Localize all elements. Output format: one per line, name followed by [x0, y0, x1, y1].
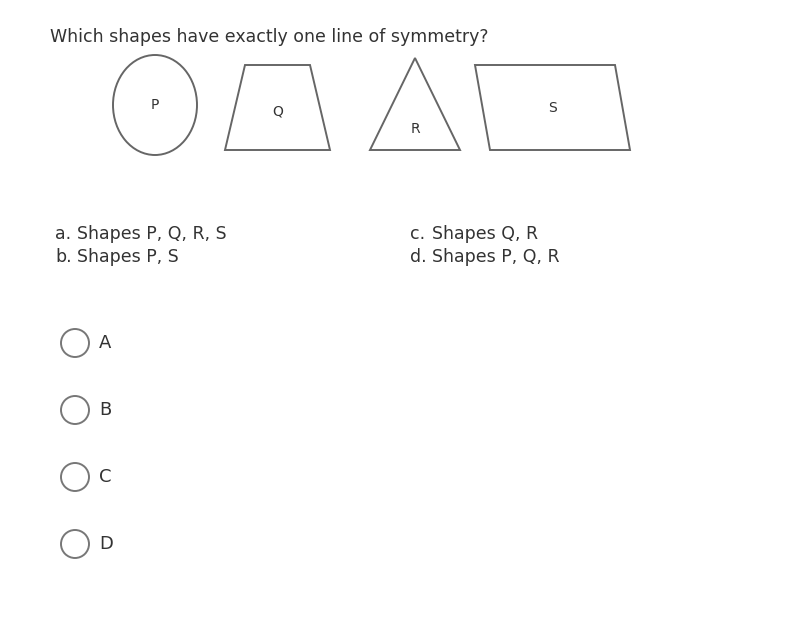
Text: a.: a. — [55, 225, 71, 243]
Text: A: A — [99, 334, 111, 352]
Polygon shape — [475, 65, 630, 150]
Circle shape — [61, 463, 89, 491]
Text: d.: d. — [410, 248, 426, 266]
Text: Shapes Q, R: Shapes Q, R — [432, 225, 538, 243]
Text: P: P — [151, 98, 159, 112]
Ellipse shape — [113, 55, 197, 155]
Circle shape — [61, 530, 89, 558]
Polygon shape — [370, 58, 460, 150]
Text: S: S — [548, 100, 557, 114]
Text: B: B — [99, 401, 111, 419]
Text: Q: Q — [272, 105, 283, 119]
Text: C: C — [99, 468, 111, 486]
Text: Shapes P, Q, R, S: Shapes P, Q, R, S — [77, 225, 226, 243]
Text: D: D — [99, 535, 113, 553]
Text: b.: b. — [55, 248, 72, 266]
Text: R: R — [410, 122, 420, 136]
Text: Shapes P, Q, R: Shapes P, Q, R — [432, 248, 560, 266]
Text: Shapes P, S: Shapes P, S — [77, 248, 178, 266]
Circle shape — [61, 396, 89, 424]
Text: c.: c. — [410, 225, 425, 243]
Text: Which shapes have exactly one line of symmetry?: Which shapes have exactly one line of sy… — [50, 28, 489, 46]
Circle shape — [61, 329, 89, 357]
Polygon shape — [225, 65, 330, 150]
